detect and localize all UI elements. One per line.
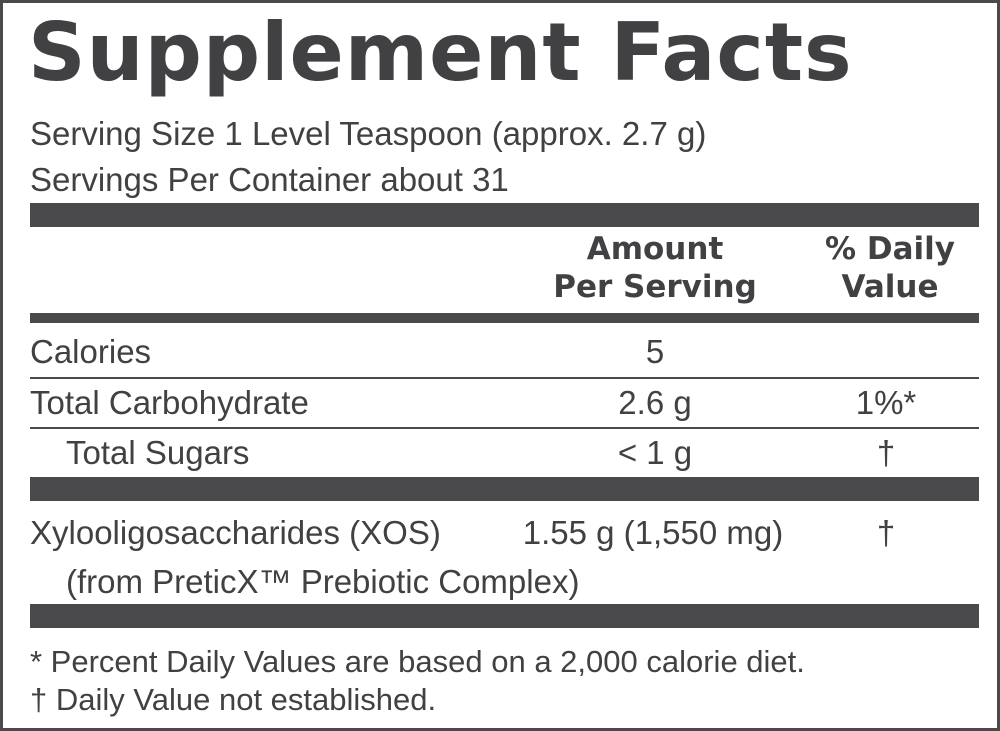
row-amount: 5	[645, 333, 665, 370]
column-header: Per Serving	[553, 269, 757, 305]
row-daily-value: †	[876, 434, 896, 471]
title: Supplement Facts	[28, 6, 853, 99]
thick-rule	[30, 203, 979, 227]
row-daily-value: 1%*	[855, 384, 917, 421]
column-header: Value	[841, 269, 939, 305]
thick-rule	[30, 604, 979, 628]
medium-rule	[30, 313, 979, 323]
row-name: Total Sugars	[66, 434, 250, 471]
row-name: Total Carbohydrate	[30, 384, 309, 421]
row-amount: < 1 g	[617, 434, 693, 471]
row-name: Calories	[30, 333, 152, 370]
column-header: Amount	[586, 231, 724, 267]
footnote: † Daily Value not established.	[30, 682, 437, 717]
row-daily-value: †	[876, 514, 896, 551]
column-header: % Daily	[825, 231, 955, 267]
serving-size: Serving Size 1 Level Teaspoon (approx. 2…	[30, 115, 707, 152]
row-note: (from PreticX™ Prebiotic Complex)	[66, 563, 580, 600]
row-name: Xylooligosaccharides (XOS)	[30, 514, 441, 551]
servings-per-container: Servings Per Container about 31	[30, 161, 509, 198]
thin-rule	[30, 427, 979, 429]
row-amount: 1.55 g (1,550 mg)	[522, 514, 784, 551]
row-amount: 2.6 g	[618, 384, 692, 421]
thin-rule	[30, 377, 979, 379]
footnote: * Percent Daily Values are based on a 2,…	[30, 644, 805, 679]
thick-rule	[30, 477, 979, 501]
